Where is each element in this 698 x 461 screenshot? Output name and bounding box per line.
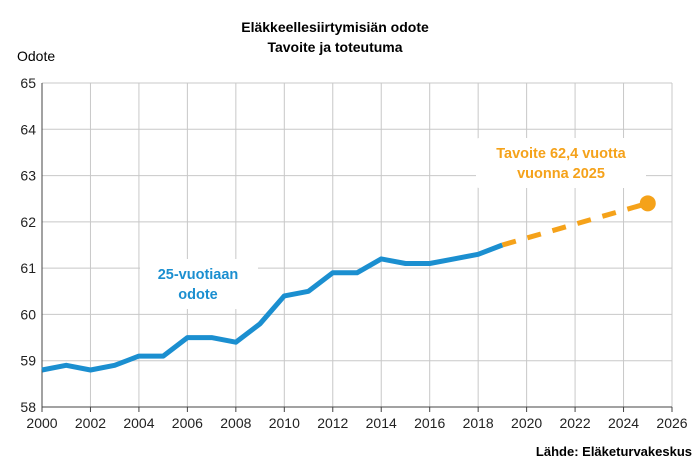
x-tick-2020: 2020 [511, 415, 542, 431]
x-tick-labels: 2000 2002 2004 2006 2008 2010 2012 2014 2016 2018… [26, 415, 687, 431]
x-tick-2008: 2008 [220, 415, 251, 431]
annotation-target-box [476, 138, 646, 188]
actual-line [41, 242, 504, 373]
annotations: 25-vuotiaan odote Tavoite 62,4 vuotta vuonn… [140, 138, 656, 309]
y-tick-61: 61 [20, 260, 36, 276]
source-label: Lähde: Eläketurvakeskus [536, 444, 692, 459]
chart-title-line-1: Eläkkeellesiirtymisiän odote [241, 19, 429, 35]
chart-title: Eläkkeellesiirtymisiän odote Tavoite ja … [241, 19, 429, 55]
x-tick-2002: 2002 [75, 415, 106, 431]
x-tick-2004: 2004 [123, 415, 154, 431]
gridlines [42, 82, 673, 407]
y-tick-59: 59 [20, 353, 36, 369]
y-tick-labels: 58 59 60 61 62 63 64 65 [20, 75, 36, 415]
y-tick-60: 60 [20, 306, 36, 322]
x-tick-2026: 2026 [656, 415, 687, 431]
series-layer [41, 200, 649, 373]
target-marker [639, 195, 656, 212]
x-tick-2006: 2006 [172, 415, 203, 431]
y-tick-64: 64 [20, 121, 36, 137]
x-tick-2010: 2010 [269, 415, 300, 431]
x-tick-2012: 2012 [317, 415, 348, 431]
x-tick-2016: 2016 [414, 415, 445, 431]
x-tick-2022: 2022 [559, 415, 590, 431]
annotation-actual-line-1: 25-vuotiaan [158, 267, 239, 283]
y-tick-63: 63 [20, 168, 36, 184]
y-axis-label: Odote [17, 48, 55, 64]
annotation-target-line-2: vuonna 2025 [517, 166, 605, 182]
annotation-actual-line-2: odote [178, 287, 217, 303]
annotation-actual-box [140, 259, 258, 309]
y-tick-62: 62 [20, 214, 36, 230]
y-tick-65: 65 [20, 75, 36, 91]
x-tick-2014: 2014 [366, 415, 397, 431]
x-tick-2000: 2000 [26, 415, 57, 431]
x-tick-2018: 2018 [463, 415, 494, 431]
annotation-target-line-1: Tavoite 62,4 vuotta [496, 146, 626, 162]
chart-title-line-2: Tavoite ja toteutuma [267, 39, 402, 55]
y-tick-58: 58 [20, 399, 36, 415]
x-tick-2024: 2024 [608, 415, 639, 431]
axes [41, 83, 673, 412]
